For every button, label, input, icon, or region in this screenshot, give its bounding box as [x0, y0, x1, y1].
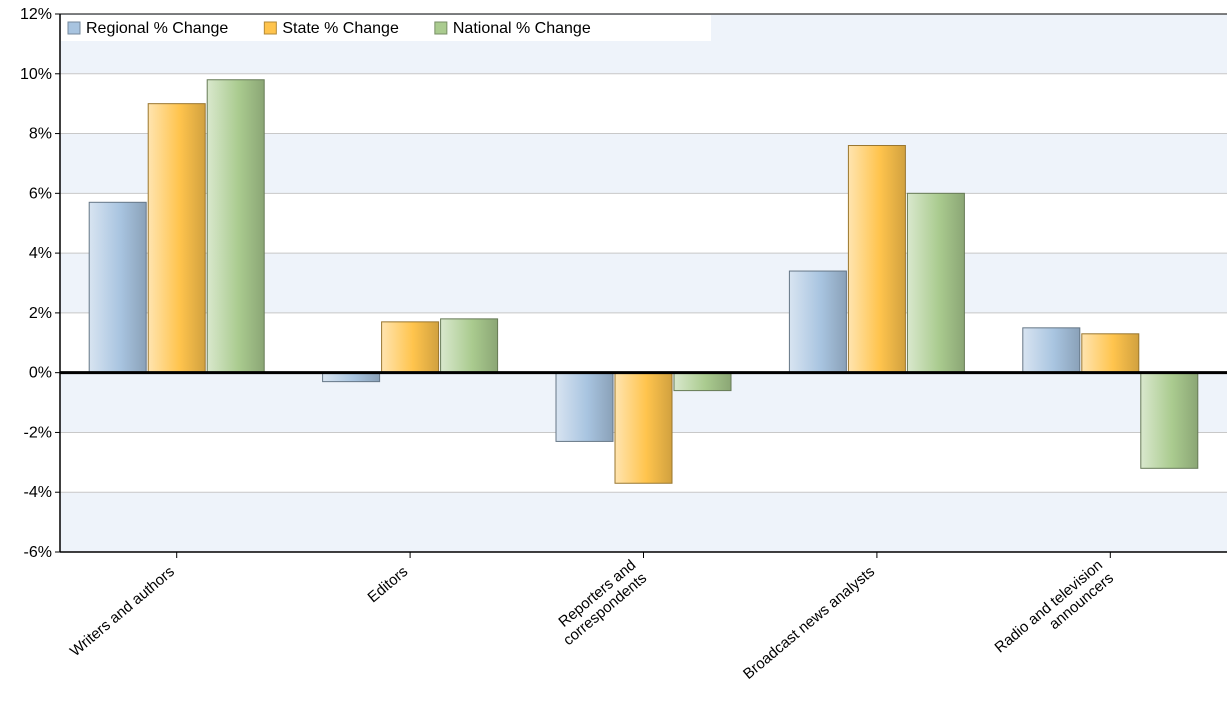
bar-regional-3[interactable] — [788, 270, 847, 374]
legend-swatch-0[interactable] — [67, 21, 81, 35]
x-tick-label-line: Broadcast news analysts — [740, 563, 878, 683]
y-tick-label: 0% — [29, 365, 52, 382]
y-axis-ticks: 12% 10% 8% 6% 4% 2% 0% -2% -4% -6% — [20, 6, 60, 561]
x-tick-label: Reporters andcorrespondents — [549, 557, 650, 650]
bar-regional-4[interactable] — [1022, 327, 1081, 374]
y-tick-label: -2% — [24, 424, 52, 441]
x-tick-label-line: Writers and authors — [67, 563, 178, 660]
bar-state-2[interactable] — [614, 372, 673, 484]
bar-regional-2[interactable] — [555, 372, 614, 442]
bar-regional-0[interactable] — [88, 201, 147, 374]
bar-state-0[interactable] — [147, 103, 206, 374]
x-axis-ticks: Writers and authors Editors Reporters andc… — [67, 552, 1117, 683]
y-tick-label: 10% — [20, 66, 52, 83]
bar-national-3[interactable] — [906, 192, 965, 374]
x-tick-label: Editors — [365, 563, 412, 606]
bar-state-4[interactable] — [1081, 333, 1140, 374]
bar-state-3[interactable] — [847, 145, 906, 374]
x-tick-label: Radio and televisionannouncers — [992, 557, 1117, 670]
bar-state-1[interactable] — [381, 321, 440, 374]
y-tick-label: 4% — [29, 245, 52, 262]
bar-national-4[interactable] — [1140, 372, 1199, 469]
legend-label-0[interactable]: Regional % Change — [86, 20, 228, 37]
y-tick-label: 2% — [29, 305, 52, 322]
y-tick-label: -6% — [24, 544, 52, 561]
grid-band — [60, 492, 1227, 552]
y-tick-label: 6% — [29, 185, 52, 202]
bar-national-2[interactable] — [673, 372, 732, 392]
x-tick-label: Writers and authors — [67, 563, 178, 660]
y-tick-label: 12% — [20, 6, 52, 23]
legend-swatch-1[interactable] — [263, 21, 277, 35]
y-tick-label: 8% — [29, 126, 52, 143]
bar-national-0[interactable] — [206, 79, 265, 374]
x-tick-label-line: Radio and television — [992, 557, 1106, 657]
legend-background — [61, 15, 711, 41]
legend-label-1[interactable]: State % Change — [282, 20, 399, 37]
y-tick-label: -4% — [24, 484, 52, 501]
bar-national-1[interactable] — [440, 318, 499, 374]
x-tick-label: Broadcast news analysts — [740, 563, 878, 683]
bars — [88, 79, 1199, 484]
legend[interactable]: Regional % Change State % Change National … — [61, 15, 711, 41]
legend-label-2[interactable]: National % Change — [453, 20, 591, 37]
x-tick-label-line: Editors — [365, 563, 412, 606]
legend-swatch-2[interactable] — [434, 21, 448, 35]
